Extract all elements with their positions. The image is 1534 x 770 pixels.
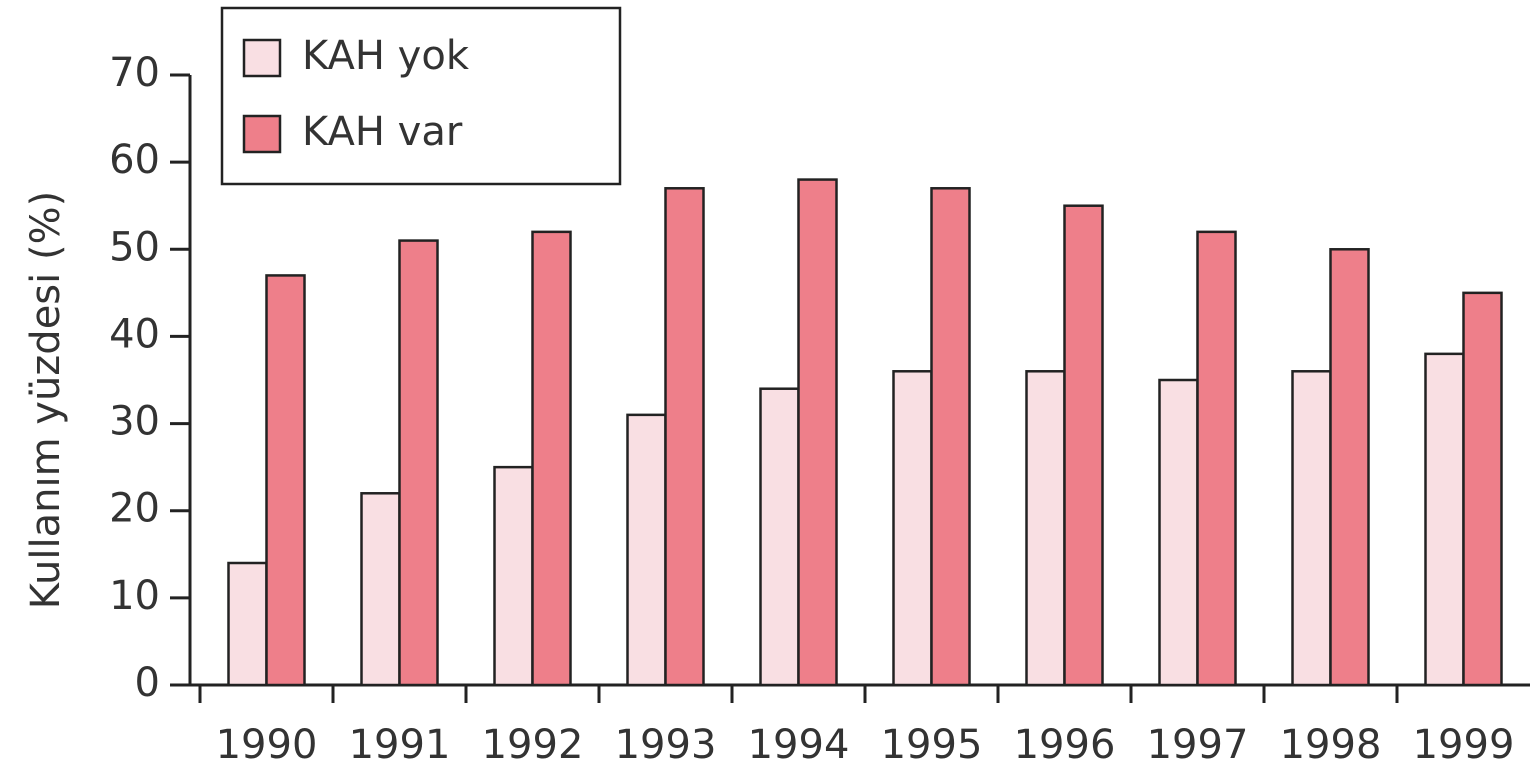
- bar: [1158, 378, 1199, 687]
- legend-box: [220, 6, 622, 186]
- bar: [1196, 230, 1237, 687]
- x-tick-label: 1991: [349, 722, 451, 768]
- x-tick-label: 1995: [881, 722, 983, 768]
- bar: [1063, 204, 1104, 687]
- bar: [493, 465, 534, 687]
- y-tick-label: 0: [135, 660, 160, 706]
- bar: [930, 187, 971, 687]
- y-tick-label: 60: [109, 137, 160, 183]
- bar: [265, 274, 306, 687]
- x-tick-label: 1994: [748, 722, 850, 768]
- bar: [1424, 352, 1465, 687]
- bar: [1462, 291, 1503, 687]
- y-axis-label: Kullanım yüzdesi (%): [23, 191, 69, 609]
- y-tick-label: 50: [109, 224, 160, 270]
- x-tick-label: 1999: [1413, 722, 1515, 768]
- y-tick-label: 20: [109, 486, 160, 532]
- bar: [1025, 370, 1066, 687]
- bar: [1329, 248, 1370, 687]
- bar: [759, 387, 800, 687]
- bar: [892, 370, 933, 687]
- bar: [360, 492, 401, 687]
- x-tick-label: 1997: [1147, 722, 1249, 768]
- bar: [398, 239, 439, 687]
- y-tick-label: 10: [109, 573, 160, 619]
- x-tick-label: 1992: [482, 722, 584, 768]
- x-tick-label: 1990: [216, 722, 318, 768]
- bar: [626, 413, 667, 687]
- legend-label: KAH var: [302, 109, 463, 155]
- legend-swatch: [242, 114, 282, 154]
- bar: [531, 230, 572, 687]
- x-tick-label: 1993: [615, 722, 717, 768]
- y-tick-label: 30: [109, 399, 160, 445]
- legend-label: KAH yok: [302, 33, 470, 79]
- bar: [664, 187, 705, 687]
- x-tick-label: 1996: [1014, 722, 1116, 768]
- bar: [797, 178, 838, 687]
- bar: [1291, 370, 1332, 687]
- legend-swatch: [242, 38, 282, 78]
- x-tick-label: 1998: [1280, 722, 1382, 768]
- bar: [227, 561, 268, 687]
- y-tick-label: 40: [109, 311, 160, 357]
- y-tick-label: 70: [109, 50, 160, 96]
